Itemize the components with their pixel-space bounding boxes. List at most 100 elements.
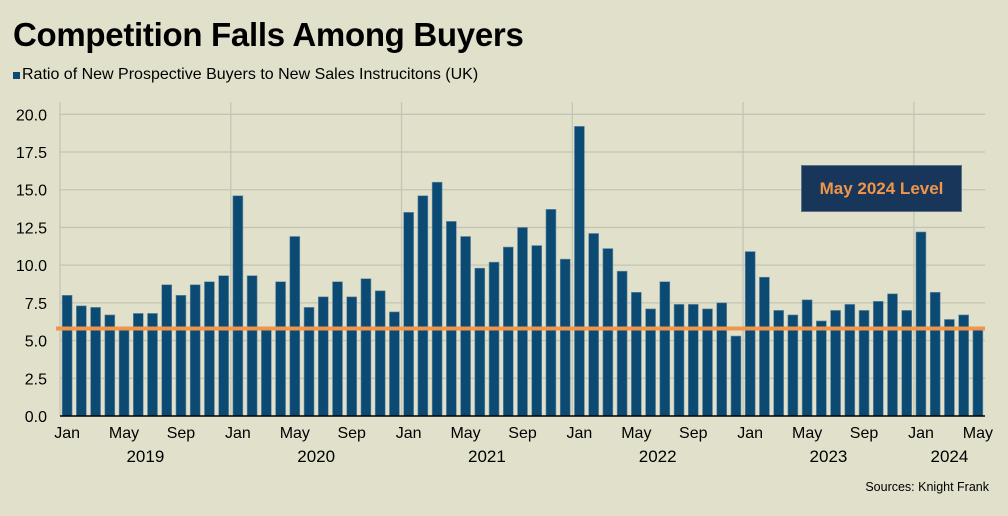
bar-jun-2021 [474,267,486,417]
bar-dec-2019 [218,275,229,417]
legend-swatch-icon [13,71,20,79]
bar-sep-2021 [517,227,528,417]
bar-mar-2020 [261,326,272,417]
vertical-gridlines [59,102,915,416]
y-tick-label: 7.5 [25,296,47,313]
x-tick-label: May [792,425,822,442]
x-tick-label: Jan [737,425,763,442]
bar-jun-2022 [645,308,656,417]
x-tick-label: Jan [54,425,80,442]
bar-jun-2020 [303,307,315,417]
bar-jul-2020 [317,296,329,417]
bar-sep-2022 [687,304,699,417]
bar-may-2024 [972,328,984,417]
y-tick-label: 17.5 [16,145,47,162]
chart-title: Competition Falls Among Buyers [13,16,524,53]
y-tick-label: 15.0 [16,183,47,200]
bar-jan-2022 [574,126,585,417]
bar-apr-2022 [616,270,628,417]
bar-dec-2021 [559,258,571,417]
x-tick-label: Jan [396,425,422,442]
y-tick-label: 10.0 [16,258,47,275]
x-tick-label: Sep [508,425,537,442]
bar-jul-2023 [830,310,841,417]
bar-aug-2022 [673,304,685,417]
bar-nov-2020 [374,290,386,417]
bar-mar-2019 [90,307,101,417]
bar-feb-2024 [929,292,941,417]
bar-mar-2024 [944,319,955,417]
bar-may-2023 [801,299,813,417]
may-2024-level-annotation: May 2024 Level [801,165,962,212]
bar-nov-2023 [887,293,898,417]
bar-mar-2022 [602,248,614,417]
bar-jul-2022 [659,281,671,417]
legend-label: Ratio of New Prospective Buyers to New S… [22,66,479,83]
bar-nov-2021 [545,209,557,417]
x-tick-label: May [280,425,310,442]
bar-mar-2021 [431,181,443,417]
bar-aug-2021 [502,246,514,417]
bar-nov-2019 [204,281,215,417]
year-label-2024: 2024 [931,447,969,466]
bar-nov-2022 [716,302,728,417]
bar-feb-2020 [246,275,258,417]
bar-oct-2022 [702,308,713,417]
year-label-2021: 2021 [468,447,506,466]
bar-dec-2023 [901,310,913,417]
x-tick-label: Jan [567,425,593,442]
year-label-2023: 2023 [810,447,848,466]
y-tick-label: 0.0 [25,409,47,426]
bar-jan-2023 [744,251,756,417]
bar-feb-2019 [76,305,87,417]
bar-oct-2023 [872,301,884,417]
x-axis-tick-labels: Jan May Sep Jan May Sep Jan May Sep Jan May Sep Jan M… [54,425,993,442]
bar-may-2019 [118,326,130,417]
bar-aug-2023 [844,304,856,417]
bar-jan-2024 [915,231,927,417]
x-tick-label: Sep [337,425,366,442]
bar-feb-2021 [417,195,429,417]
year-label-2022: 2022 [639,447,677,466]
bar-aug-2019 [161,284,173,417]
bar-apr-2020 [275,281,286,417]
bar-jul-2021 [488,261,500,417]
bar-sep-2019 [175,295,187,417]
source-note: Sources: Knight Frank [865,480,989,494]
bar-may-2022 [631,292,642,417]
bar-feb-2022 [588,233,599,417]
y-tick-label: 5.0 [25,334,47,351]
legend: Ratio of New Prospective Buyers to New S… [13,66,478,84]
x-tick-label: May [109,425,139,442]
bar-jan-2020 [232,195,244,417]
year-label-2019: 2019 [126,447,164,466]
x-tick-label: Sep [850,425,879,442]
bar-apr-2021 [446,221,457,417]
y-tick-label: 12.5 [16,220,47,237]
bar-feb-2023 [759,276,770,417]
bar-mar-2023 [773,310,784,417]
x-tick-label: Sep [167,425,196,442]
y-tick-label: 2.5 [25,371,47,388]
x-tick-label: Sep [679,425,708,442]
bar-sep-2023 [858,310,870,417]
bar-may-2021 [460,236,471,417]
x-tick-label: Jan [908,425,934,442]
bar-jun-2023 [816,320,827,417]
year-label-2020: 2020 [297,447,335,466]
x-tick-label: May [621,425,651,442]
x-tick-label: May [963,425,993,442]
x-tick-label: Jan [225,425,251,442]
y-axis-tick-labels: 0.0 2.5 5.0 7.5 10.0 12.5 15.0 17.5 20.0 [16,107,47,426]
x-tick-label: May [450,425,480,442]
bar-jan-2019 [61,295,73,417]
bars [61,126,984,417]
bar-may-2020 [289,236,301,417]
bar-oct-2021 [531,245,543,417]
x-axis-year-labels: 2019 2020 2021 2022 2023 2024 [126,447,968,466]
bar-oct-2019 [189,284,201,417]
bar-oct-2020 [360,278,372,417]
y-tick-label: 20.0 [16,107,47,124]
bar-sep-2020 [346,296,358,417]
